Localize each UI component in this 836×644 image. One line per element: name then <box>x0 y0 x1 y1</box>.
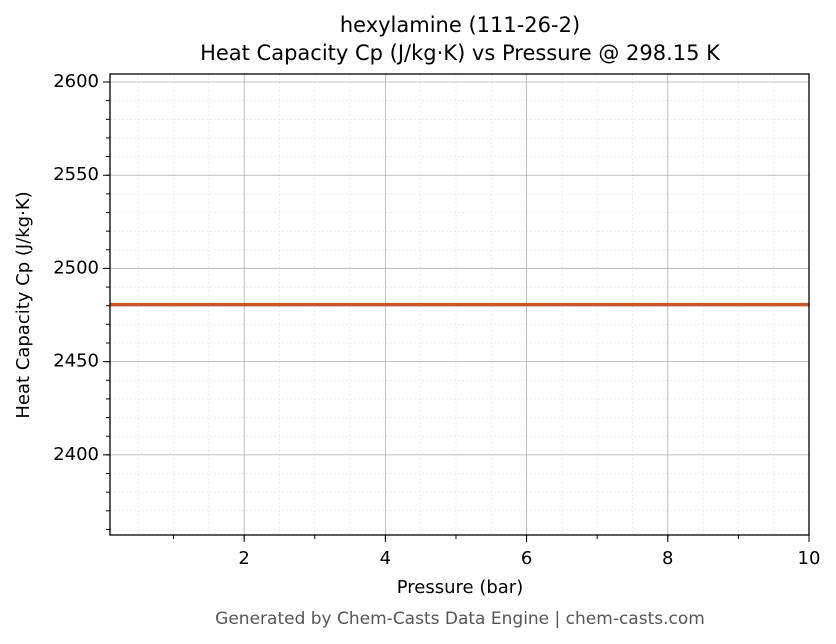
x-tick-label: 6 <box>521 548 532 569</box>
x-tick-label: 8 <box>662 548 673 569</box>
y-tick-label: 2550 <box>53 164 99 185</box>
y-tick-label: 2400 <box>53 444 99 465</box>
chart-subtitle: Heat Capacity Cp (J/kg·K) vs Pressure @ … <box>200 41 721 65</box>
y-axis-label: Heat Capacity Cp (J/kg·K) <box>13 191 34 418</box>
plot-frame <box>109 73 810 536</box>
footer: Generated by Chem-Casts Data Engine | ch… <box>215 609 705 629</box>
y-tick-label: 2600 <box>53 71 99 92</box>
x-tick-label: 10 <box>798 548 821 569</box>
x-tick-label: 4 <box>380 548 391 569</box>
y-tick-label: 2500 <box>53 257 99 278</box>
chart-title: hexylamine (111-26-2) <box>340 13 580 37</box>
x-axis-label: Pressure (bar) <box>397 577 523 598</box>
y-tick-label: 2450 <box>53 351 99 372</box>
x-tick-label: 2 <box>238 548 249 569</box>
